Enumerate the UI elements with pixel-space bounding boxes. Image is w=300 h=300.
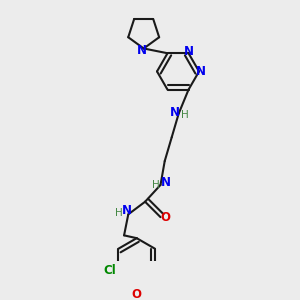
Text: H: H: [152, 181, 159, 190]
Text: N: N: [137, 44, 147, 57]
Text: N: N: [195, 65, 206, 78]
Text: N: N: [122, 204, 132, 217]
Text: N: N: [184, 45, 194, 58]
Text: H: H: [181, 110, 189, 120]
Text: O: O: [132, 288, 142, 300]
Text: N: N: [160, 176, 171, 189]
Text: H: H: [115, 208, 123, 218]
Text: O: O: [160, 211, 171, 224]
Text: Cl: Cl: [104, 264, 116, 277]
Text: N: N: [169, 106, 179, 119]
